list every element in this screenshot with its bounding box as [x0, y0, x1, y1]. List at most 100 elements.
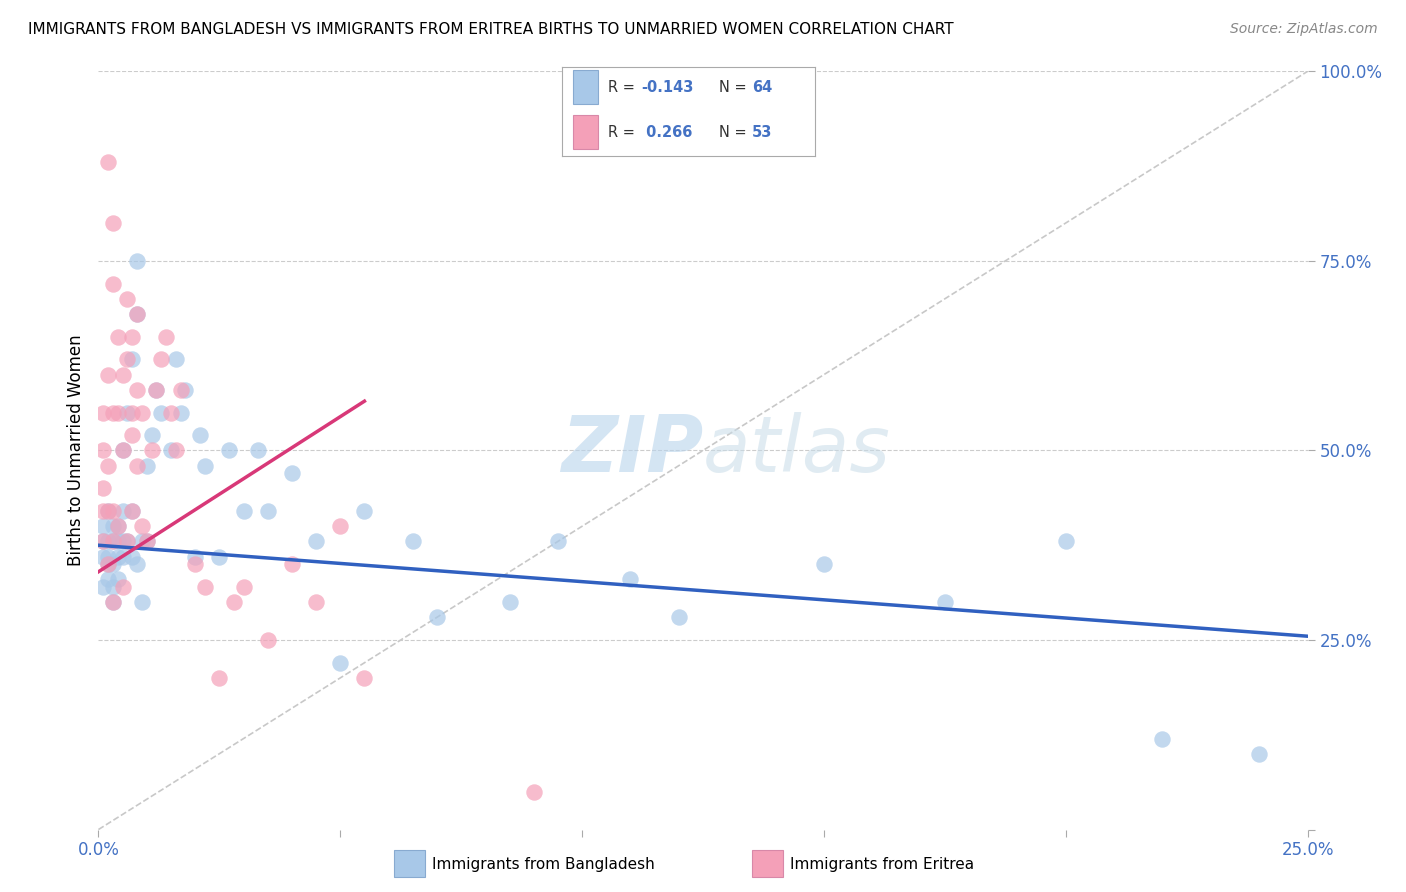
Point: [97, 549, 120, 564]
Point: [329, 656, 352, 670]
Text: 64: 64: [752, 80, 772, 95]
Point: [145, 383, 167, 397]
Point: [117, 534, 139, 549]
Point: [107, 534, 129, 549]
Point: [97, 534, 120, 549]
Point: [256, 504, 278, 518]
Point: [155, 330, 177, 344]
Point: [97, 368, 120, 382]
Point: [117, 292, 139, 306]
Text: ZIP: ZIP: [561, 412, 703, 489]
Point: [150, 352, 173, 367]
Point: [127, 383, 149, 397]
Text: R =: R =: [607, 125, 640, 139]
Point: [91, 482, 114, 496]
Point: [668, 610, 690, 624]
Point: [281, 557, 304, 572]
Text: R =: R =: [607, 80, 640, 95]
Point: [1152, 731, 1174, 746]
Point: [91, 519, 114, 533]
Point: [121, 504, 143, 518]
Point: [121, 504, 143, 518]
Point: [165, 443, 187, 458]
Text: N =: N =: [720, 125, 752, 139]
Point: [91, 549, 114, 564]
Point: [547, 534, 569, 549]
Point: [111, 549, 134, 564]
Point: [107, 573, 129, 587]
Point: [184, 557, 207, 572]
Point: [1054, 534, 1077, 549]
Point: [934, 595, 956, 609]
Point: [121, 549, 143, 564]
Point: [101, 580, 124, 594]
Point: [117, 405, 139, 420]
Point: [101, 277, 124, 291]
Point: [150, 405, 173, 420]
Point: [174, 383, 197, 397]
Point: [131, 595, 153, 609]
Text: Immigrants from Eritrea: Immigrants from Eritrea: [790, 857, 974, 871]
Point: [107, 519, 129, 533]
Point: [353, 504, 375, 518]
Point: [111, 368, 134, 382]
Point: [111, 443, 134, 458]
Point: [91, 443, 114, 458]
Point: [131, 519, 153, 533]
Point: [97, 504, 120, 518]
Point: [305, 534, 328, 549]
Point: [97, 504, 120, 518]
Y-axis label: Births to Unmarried Women: Births to Unmarried Women: [66, 334, 84, 566]
Point: [194, 580, 217, 594]
Point: [107, 549, 129, 564]
Point: [121, 405, 143, 420]
Point: [127, 557, 149, 572]
Point: [619, 573, 641, 587]
Point: [111, 580, 134, 594]
Text: atlas: atlas: [703, 412, 891, 489]
Text: 0.266: 0.266: [641, 125, 692, 139]
Point: [208, 549, 231, 564]
Point: [281, 467, 304, 481]
Point: [1249, 747, 1271, 761]
Point: [101, 595, 124, 609]
Point: [498, 595, 520, 609]
Point: [101, 504, 124, 518]
Point: [127, 458, 149, 473]
Point: [353, 671, 375, 685]
Point: [194, 458, 217, 473]
Point: [222, 595, 245, 609]
Point: [135, 534, 157, 549]
Point: [127, 253, 149, 268]
Point: [111, 534, 134, 549]
Point: [329, 519, 352, 533]
Text: Immigrants from Bangladesh: Immigrants from Bangladesh: [432, 857, 654, 871]
Point: [121, 330, 143, 344]
Point: [117, 534, 139, 549]
Point: [91, 504, 114, 518]
Point: [121, 428, 143, 442]
Point: [101, 405, 124, 420]
Point: [141, 428, 163, 442]
Point: [218, 443, 240, 458]
Point: [127, 307, 149, 321]
Point: [402, 534, 425, 549]
Point: [188, 428, 211, 442]
Point: [256, 633, 278, 648]
Point: [107, 519, 129, 533]
Point: [111, 443, 134, 458]
Point: [101, 534, 124, 549]
Point: [131, 405, 153, 420]
Point: [97, 155, 120, 169]
Point: [160, 443, 183, 458]
Point: [169, 405, 191, 420]
Point: [121, 352, 143, 367]
Point: [523, 785, 546, 799]
Point: [141, 443, 163, 458]
Point: [135, 534, 157, 549]
Point: [111, 504, 134, 518]
Point: [101, 557, 124, 572]
Point: [101, 216, 124, 230]
Point: [91, 534, 114, 549]
Text: -0.143: -0.143: [641, 80, 693, 95]
